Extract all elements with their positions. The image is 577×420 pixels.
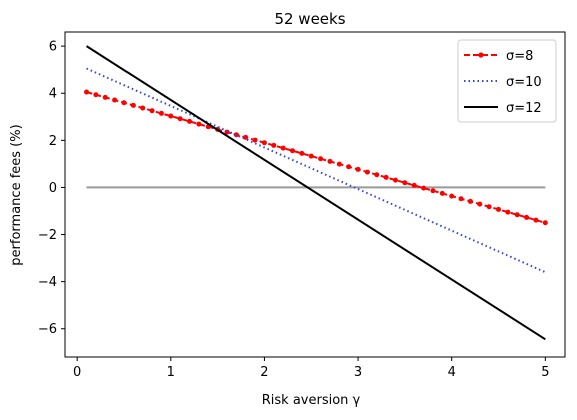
- series-marker-sigma-8: [290, 148, 296, 154]
- legend-item-sigma-12: σ=12: [464, 101, 542, 116]
- series-marker-sigma-8: [336, 161, 342, 167]
- series-marker-sigma-8: [158, 110, 164, 116]
- series-layer: [84, 45, 548, 341]
- series-marker-sigma-8: [542, 220, 548, 226]
- y-ticks: −6 −4 −2 0 2 4 6: [38, 40, 65, 337]
- series-marker-sigma-8: [421, 185, 427, 191]
- x-tick-label: 3: [354, 365, 362, 380]
- series-marker-sigma-8: [533, 217, 539, 223]
- series-marker-sigma-8: [411, 182, 417, 188]
- series-marker-sigma-8: [299, 150, 305, 156]
- x-tick-label: 0: [73, 365, 81, 380]
- series-marker-sigma-8: [505, 209, 511, 215]
- x-tick-label: 1: [167, 365, 175, 380]
- series-marker-sigma-8: [439, 190, 445, 196]
- y-tick-label: 6: [49, 40, 57, 55]
- series-marker-sigma-8: [121, 100, 127, 106]
- legend-label-sigma-10: σ=10: [506, 75, 542, 90]
- series-marker-sigma-8: [477, 201, 483, 207]
- x-axis-title: Risk aversion γ: [262, 393, 361, 408]
- series-marker-sigma-8: [168, 113, 174, 119]
- series-marker-sigma-8: [252, 137, 258, 143]
- series-marker-sigma-8: [486, 204, 492, 210]
- series-marker-sigma-8: [430, 188, 436, 194]
- series-marker-sigma-8: [374, 172, 380, 178]
- series-marker-sigma-8: [243, 134, 249, 140]
- x-tick-label: 5: [541, 365, 549, 380]
- series-line-sigma-12: [85, 45, 546, 341]
- legend-label-sigma-12: σ=12: [506, 101, 542, 116]
- y-tick-label: 0: [49, 181, 57, 196]
- series-marker-sigma-8: [514, 212, 520, 218]
- series-marker-sigma-8: [177, 116, 183, 122]
- y-tick-label: −4: [38, 275, 57, 290]
- x-tick-label: 4: [448, 365, 456, 380]
- series-marker-sigma-8: [467, 198, 473, 204]
- y-tick-label: 4: [49, 87, 57, 102]
- series-marker-sigma-8: [308, 153, 314, 159]
- series-marker-sigma-8: [130, 102, 136, 108]
- series-marker-sigma-8: [383, 174, 389, 180]
- y-tick-label: −2: [38, 228, 57, 243]
- series-marker-sigma-8: [524, 214, 530, 220]
- series-marker-sigma-8: [364, 169, 370, 175]
- y-axis-title: performance fees (%): [9, 124, 24, 265]
- series-marker-sigma-8: [458, 196, 464, 202]
- series-marker-sigma-8: [496, 206, 502, 212]
- series-marker-sigma-8: [84, 89, 90, 95]
- series-marker-sigma-8: [224, 129, 230, 135]
- x-ticks: 0 1 2 3 4 5: [73, 357, 549, 380]
- series-marker-sigma-8: [327, 158, 333, 164]
- legend-box: [457, 39, 557, 123]
- series-marker-sigma-8: [449, 193, 455, 199]
- series-marker-sigma-8: [112, 97, 118, 103]
- series-marker-sigma-8: [102, 94, 108, 100]
- y-tick-label: 2: [49, 134, 57, 149]
- legend-item-sigma-8: σ=8: [464, 49, 533, 64]
- series-marker-sigma-8: [393, 177, 399, 183]
- series-marker-sigma-8: [355, 166, 361, 172]
- legend-marker-sigma-8: [478, 52, 484, 58]
- chart-title: 52 weeks: [274, 10, 345, 28]
- x-tick-label: 2: [260, 365, 268, 380]
- series-marker-sigma-8: [196, 121, 202, 127]
- legend: σ=8 σ=10 σ=12: [457, 39, 557, 123]
- legend-item-sigma-10: σ=10: [464, 75, 542, 90]
- series-marker-sigma-8: [140, 105, 146, 111]
- legend-label-sigma-8: σ=8: [506, 49, 533, 64]
- series-marker-sigma-8: [261, 140, 267, 146]
- series-marker-sigma-8: [346, 164, 352, 170]
- series-marker-sigma-8: [318, 156, 324, 162]
- y-tick-label: −6: [38, 322, 57, 337]
- series-marker-sigma-8: [271, 142, 277, 148]
- series-marker-sigma-8: [402, 180, 408, 186]
- series-marker-sigma-8: [149, 108, 155, 114]
- series-marker-sigma-8: [187, 118, 193, 124]
- series-marker-sigma-8: [280, 145, 286, 151]
- series-marker-sigma-8: [93, 92, 99, 98]
